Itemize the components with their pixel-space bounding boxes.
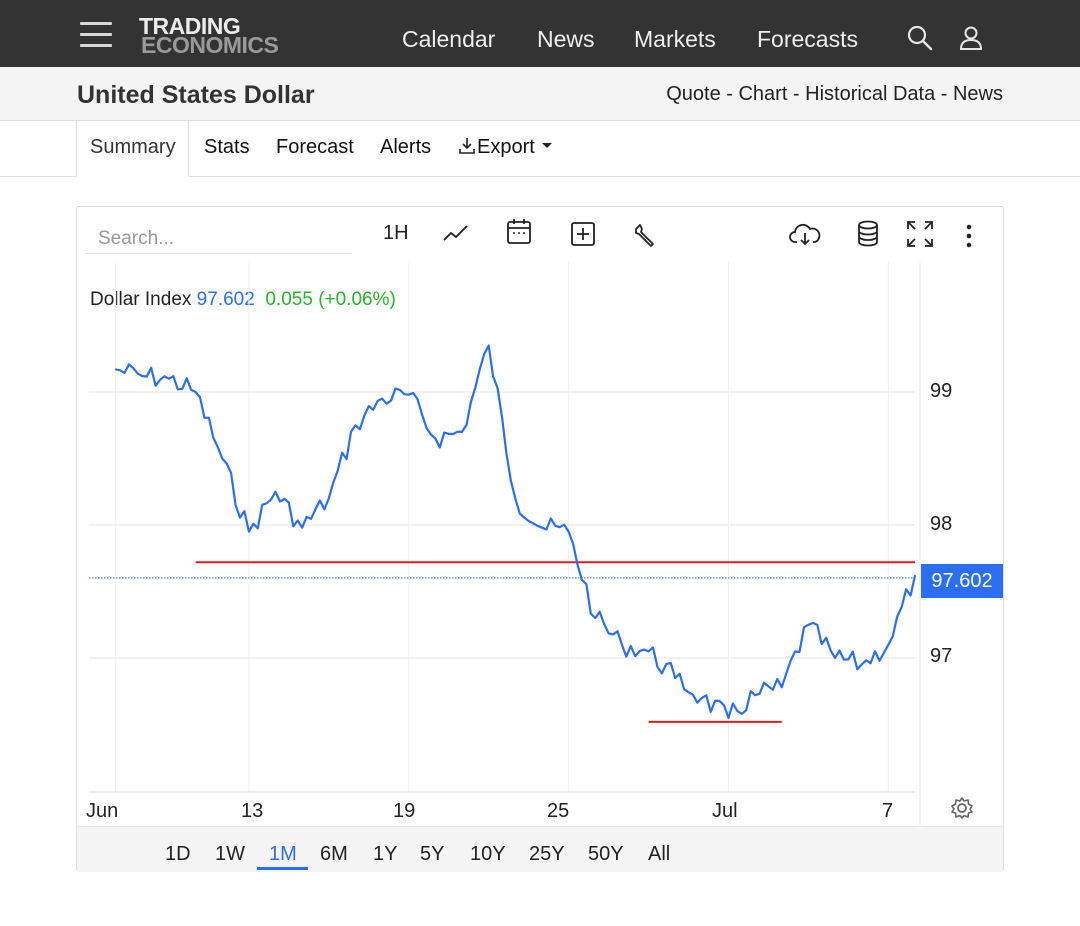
range-25y[interactable]: 25Y [529,843,565,865]
chart-legend: Dollar Index 97.602 0.055 (+0.06%) [90,289,396,311]
more-vert-icon[interactable] [962,222,976,250]
range-50y[interactable]: 50Y [588,843,624,865]
tab-summary[interactable]: Summary [90,136,176,158]
x-tick-label: Jul [712,800,738,822]
legend-series-name: Dollar Index [90,289,192,310]
range-1w[interactable]: 1W [215,843,245,865]
range-selector-bar [77,826,1003,872]
legend-value: 97.602 [196,289,255,310]
range-1y[interactable]: 1Y [373,843,398,865]
calendar-icon[interactable] [506,218,532,246]
download-cloud-icon[interactable] [789,221,821,249]
search-icon[interactable] [906,24,934,52]
x-tick-label: Jun [86,800,119,822]
range-all[interactable]: All [648,843,671,865]
line-chart-icon[interactable] [442,220,470,248]
tab-forecast[interactable]: Forecast [276,136,354,158]
x-tick-label: 13 [241,800,264,822]
nav-forecasts[interactable]: Forecasts [757,26,858,52]
range-10y[interactable]: 10Y [470,843,506,865]
y-tick-label: 98 [930,513,953,535]
link-separator: - [787,83,806,105]
fullscreen-icon[interactable] [906,220,934,248]
quick-links: Quote - Chart - Historical Data - News [666,83,1003,106]
interval-selector[interactable]: 1H [383,222,409,244]
logo[interactable]: TRADING ECONOMICS [139,13,299,58]
link-news[interactable]: News [952,83,1003,105]
x-tick-label: 19 [393,800,416,822]
range-1d[interactable]: 1D [165,843,191,865]
database-icon[interactable] [856,220,880,248]
caret-down-icon [542,143,553,148]
tab-alerts[interactable]: Alerts [380,136,432,158]
wrench-icon[interactable] [632,222,658,250]
logo-line2: ECONOMICS [141,32,279,58]
tab-export[interactable]: Export [457,136,554,159]
link-separator: - [720,83,739,105]
logo-line1: TRADING [139,13,241,39]
y-tick-label: 99 [930,380,953,402]
top-navigation-bar [0,0,1080,67]
link-quote[interactable]: Quote [666,83,721,105]
tab-bar [0,120,1080,177]
link-chart[interactable]: Chart [738,83,788,105]
range-5y[interactable]: 5Y [420,843,445,865]
legend-change: 0.055 [265,289,313,310]
link-separator: - [935,83,953,105]
download-icon [459,138,475,154]
range-1m[interactable]: 1M [269,843,297,865]
nav-news[interactable]: News [537,26,595,52]
add-compare-icon[interactable] [570,220,596,248]
legend-change-pct: (+0.06%) [318,289,396,310]
x-tick-label: 25 [547,800,570,822]
x-tick-label: 7 [882,800,894,822]
tab-active-indicator [76,120,189,177]
export-label: Export [477,136,535,158]
search-input[interactable] [86,224,352,254]
user-icon[interactable] [957,24,985,52]
link-historical-data[interactable]: Historical Data [805,83,936,105]
page-title: United States Dollar [77,81,315,109]
range-active-underline [257,867,308,870]
range-6m[interactable]: 6M [320,843,348,865]
y-tick-label: 97 [930,645,953,667]
nav-markets[interactable]: Markets [634,26,716,52]
nav-calendar[interactable]: Calendar [402,26,496,52]
settings-gear-icon[interactable] [950,796,974,820]
last-price-label: 97.602 [921,564,1003,598]
tab-stats[interactable]: Stats [204,136,250,158]
menu-icon[interactable] [80,22,112,48]
title-bar [0,67,1080,121]
